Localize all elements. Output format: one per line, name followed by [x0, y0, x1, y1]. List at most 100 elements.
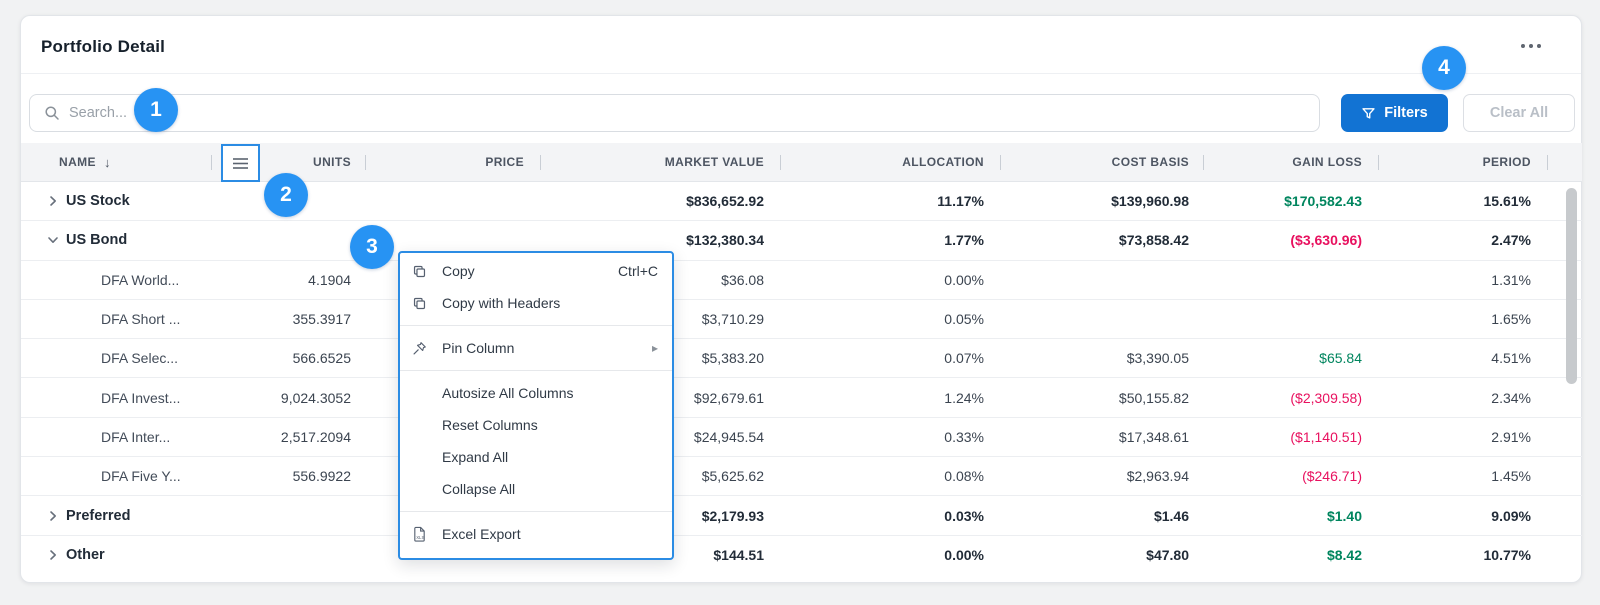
expand-group-icon[interactable]	[46, 509, 60, 523]
menu-item-collapse-all[interactable]: Collapse All	[400, 473, 672, 505]
menu-item-expand-all[interactable]: Expand All	[400, 441, 672, 473]
cell-market-value: $5,625.62	[701, 468, 764, 485]
cell-name: DFA Short ...	[21, 300, 212, 338]
cell-cost-basis	[1001, 300, 1204, 338]
table-row[interactable]: DFA Inter... 2,517.2094 $24,945.54 0.33% $17…	[21, 418, 1582, 458]
cell-name: US Stock	[21, 182, 212, 220]
column-header-cost-basis[interactable]: COST BASIS	[1001, 143, 1204, 181]
excel-icon: XLS	[412, 526, 442, 542]
row-name-label: DFA World...	[101, 271, 180, 288]
table-row[interactable]: DFA Five Y... 556.9922 $5,625.62 0.08% $2,96…	[21, 457, 1582, 497]
cell-gain-loss: ($246.71)	[1302, 468, 1362, 485]
page-title: Portfolio Detail	[41, 37, 166, 56]
table-body: US Stock $836,652.92 11.17% $139,960.98 $170…	[21, 182, 1582, 575]
vertical-scrollbar[interactable]	[1566, 188, 1577, 578]
cell-gain-loss: $1.40	[1326, 507, 1362, 524]
cell-cost-basis: $1.46	[1153, 507, 1189, 524]
cell-units: 556.9922	[292, 468, 351, 485]
cell-period: 2.47%	[1491, 232, 1531, 249]
row-name-label: DFA Invest...	[101, 389, 181, 406]
menu-item-label: Reset Columns	[442, 417, 538, 433]
column-header-allocation[interactable]: ALLOCATION	[781, 143, 1001, 181]
column-header-name[interactable]: NAME ↓	[21, 143, 212, 181]
cell-market-value: $36.08	[721, 271, 764, 288]
more-options-button[interactable]	[1519, 38, 1543, 54]
hamburger-menu-icon	[233, 157, 248, 169]
table-row[interactable]: DFA Invest... 9,024.3052 $92,679.61 1.24% $5…	[21, 378, 1582, 418]
table-row[interactable]: Other $144.51 0.00% $47.80 $8.42 10.77%	[21, 536, 1582, 575]
table-row[interactable]: US Stock $836,652.92 11.17% $139,960.98 $170…	[21, 182, 1582, 222]
menu-item-copy-with-headers[interactable]: Copy with Headers	[400, 287, 672, 319]
search-icon	[45, 106, 59, 120]
cell-gain-loss: ($3,630.96)	[1290, 232, 1362, 249]
cell-units: 355.3917	[292, 311, 351, 328]
table-row[interactable]: Preferred $2,179.93 0.03% $1.46 $1.40 9.09%	[21, 496, 1582, 536]
cell-period: 9.09%	[1491, 507, 1531, 524]
card-header: Portfolio Detail	[21, 16, 1581, 74]
column-header-period[interactable]: PERIOD	[1379, 143, 1548, 181]
menu-item-pin-column[interactable]: Pin Column ▸	[400, 332, 672, 364]
toolbar: Filters Clear All	[29, 94, 1575, 132]
cell-cost-basis: $17,348.61	[1118, 428, 1189, 445]
search-input[interactable]	[69, 105, 1319, 121]
ellipsis-icon	[1521, 44, 1525, 48]
submenu-arrow-icon: ▸	[651, 341, 658, 355]
column-header-market-value[interactable]: MARKET VALUE	[541, 143, 781, 181]
collapse-group-icon[interactable]	[46, 233, 60, 247]
menu-shortcut: Ctrl+C	[617, 263, 658, 279]
menu-separator	[400, 370, 672, 371]
cell-allocation: 11.17%	[937, 193, 984, 210]
cell-allocation: 1.24%	[944, 389, 984, 406]
menu-separator	[400, 511, 672, 512]
cell-name: DFA Selec...	[21, 339, 212, 377]
search-input-wrapper	[29, 94, 1320, 132]
cell-period: 10.77%	[1483, 547, 1531, 564]
cell-units	[212, 536, 366, 575]
expand-group-icon[interactable]	[46, 548, 60, 562]
filter-funnel-icon	[1362, 107, 1375, 119]
clear-all-button[interactable]: Clear All	[1463, 94, 1575, 132]
annotation-badge-2: 2	[264, 173, 308, 217]
table-row[interactable]: DFA World... 4.1904 $36.08 0.00% 1.31%	[21, 261, 1582, 300]
cell-market-value: $3,710.29	[701, 311, 764, 328]
row-name-label: DFA Short ...	[101, 311, 181, 328]
cell-gain-loss: $170,582.43	[1284, 193, 1362, 210]
copy-icon	[412, 296, 442, 311]
pin-icon	[412, 341, 442, 356]
cell-units	[212, 496, 366, 534]
cell-market-value: $5,383.20	[701, 350, 764, 367]
cell-gain-loss: $8.42	[1326, 547, 1362, 564]
cell-period: 4.51%	[1491, 350, 1531, 367]
column-header-gain-loss[interactable]: GAIN LOSS	[1204, 143, 1379, 181]
menu-item-copy[interactable]: Copy Ctrl+C	[400, 255, 672, 287]
menu-item-autosize-all-columns[interactable]: Autosize All Columns	[400, 377, 672, 409]
column-header-price[interactable]: PRICE	[366, 143, 541, 181]
cell-cost-basis: $47.80	[1146, 547, 1189, 564]
cell-price	[366, 182, 541, 220]
cell-name: Preferred	[21, 496, 212, 534]
cell-gain-loss: ($2,309.58)	[1290, 389, 1362, 406]
portfolio-detail-card: Portfolio Detail Filters Clear All NAME …	[20, 15, 1582, 583]
column-menu-button[interactable]	[221, 144, 260, 182]
cell-units: 566.6525	[292, 350, 351, 367]
expand-group-icon[interactable]	[46, 194, 60, 208]
menu-item-label: Expand All	[442, 449, 509, 465]
menu-item-label: Excel Export	[442, 526, 521, 542]
menu-item-label: Autosize All Columns	[442, 385, 574, 401]
row-name-label: Other	[66, 547, 105, 564]
table-row[interactable]: US Bond $132,380.34 1.77% $73,858.42 ($3,630…	[21, 221, 1582, 261]
cell-allocation: 0.05%	[944, 311, 984, 328]
cell-units: 9,024.3052	[280, 389, 351, 406]
cell-period: 1.45%	[1491, 468, 1531, 485]
column-header-units[interactable]: UNITS	[212, 143, 366, 181]
filters-button[interactable]: Filters	[1341, 94, 1448, 132]
table-row[interactable]: DFA Selec... 566.6525 $5,383.20 0.07% $3,390…	[21, 339, 1582, 379]
cell-cost-basis: $139,960.98	[1111, 193, 1189, 210]
scrollbar-thumb[interactable]	[1566, 188, 1577, 384]
filters-button-label: Filters	[1384, 105, 1428, 121]
menu-item-reset-columns[interactable]: Reset Columns	[400, 409, 672, 441]
menu-item-excel-export[interactable]: XLS Excel Export	[400, 518, 672, 550]
svg-text:XLS: XLS	[416, 535, 424, 540]
menu-item-label: Pin Column	[442, 340, 515, 356]
table-row[interactable]: DFA Short ... 355.3917 $3,710.29 0.05% 1.65%	[21, 300, 1582, 340]
